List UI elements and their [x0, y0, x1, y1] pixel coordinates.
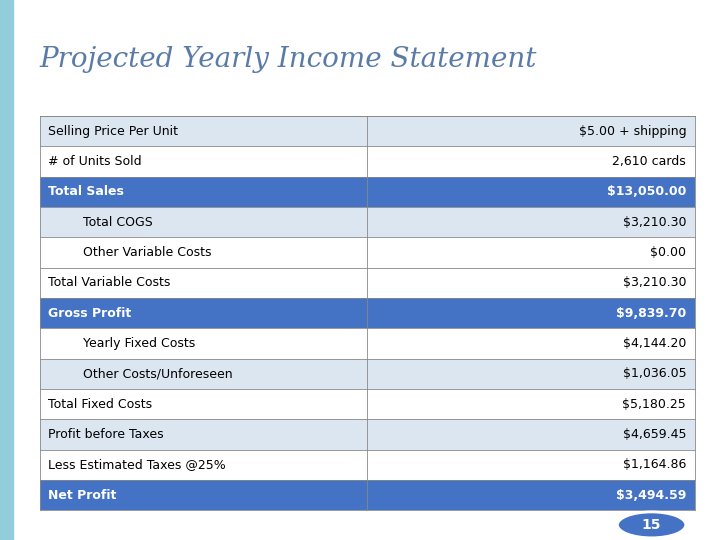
Bar — [40, 146, 695, 177]
Text: $13,050.00: $13,050.00 — [607, 185, 686, 198]
Text: $3,210.30: $3,210.30 — [623, 216, 686, 229]
Text: # of Units Sold: # of Units Sold — [48, 155, 142, 168]
Bar — [40, 359, 695, 389]
Bar — [40, 238, 695, 268]
Bar — [40, 298, 695, 328]
Text: $4,659.45: $4,659.45 — [623, 428, 686, 441]
Bar — [40, 389, 695, 420]
Text: $1,164.86: $1,164.86 — [623, 458, 686, 471]
Bar — [0, 0, 13, 540]
Text: Total Fixed Costs: Total Fixed Costs — [48, 397, 153, 410]
Text: $3,494.59: $3,494.59 — [616, 489, 686, 502]
Text: $5,180.25: $5,180.25 — [622, 397, 686, 410]
Text: Gross Profit: Gross Profit — [48, 307, 132, 320]
Bar — [40, 268, 695, 298]
Text: $3,210.30: $3,210.30 — [623, 276, 686, 289]
Text: Less Estimated Taxes @25%: Less Estimated Taxes @25% — [48, 458, 226, 471]
Text: Net Profit: Net Profit — [48, 489, 117, 502]
Text: Other Costs/Unforeseen: Other Costs/Unforeseen — [83, 367, 233, 380]
Text: Projected Yearly Income Statement: Projected Yearly Income Statement — [40, 46, 537, 73]
Text: Total Variable Costs: Total Variable Costs — [48, 276, 171, 289]
Text: $4,144.20: $4,144.20 — [623, 337, 686, 350]
Text: $5.00 + shipping: $5.00 + shipping — [579, 125, 686, 138]
Text: Total Sales: Total Sales — [48, 185, 124, 198]
Text: $1,036.05: $1,036.05 — [623, 367, 686, 380]
Text: Profit before Taxes: Profit before Taxes — [48, 428, 164, 441]
Bar — [40, 207, 695, 238]
Text: Total COGS: Total COGS — [83, 216, 153, 229]
Bar — [40, 177, 695, 207]
Text: Selling Price Per Unit: Selling Price Per Unit — [48, 125, 179, 138]
Text: Yearly Fixed Costs: Yearly Fixed Costs — [83, 337, 195, 350]
Text: 15: 15 — [642, 518, 662, 532]
Bar — [40, 116, 695, 146]
Text: $0.00: $0.00 — [650, 246, 686, 259]
Text: $9,839.70: $9,839.70 — [616, 307, 686, 320]
Bar — [40, 328, 695, 359]
Bar — [40, 450, 695, 480]
Text: 2,610 cards: 2,610 cards — [613, 155, 686, 168]
Text: Other Variable Costs: Other Variable Costs — [83, 246, 211, 259]
Ellipse shape — [618, 512, 686, 538]
Bar — [40, 420, 695, 450]
Bar — [40, 480, 695, 510]
